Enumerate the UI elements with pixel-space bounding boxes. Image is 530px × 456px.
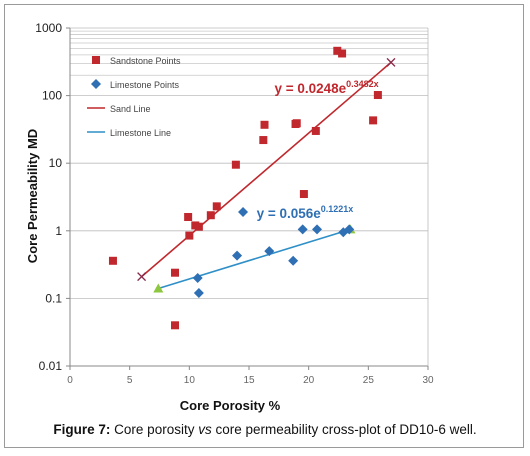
line-end-marker xyxy=(153,283,164,293)
y-tick-label: 1 xyxy=(55,224,62,238)
x-tick-label: 20 xyxy=(303,375,315,386)
legend-label: Sandstone Points xyxy=(110,56,181,66)
sandstone-point xyxy=(311,126,320,135)
tick-labels: 0.01 0.1 1 10 100 1000 0 5 10 15 20 25 30 xyxy=(35,21,434,386)
limestone-point xyxy=(312,224,323,235)
sandstone-point xyxy=(373,91,382,100)
legend: Sandstone Points Limestone Points Sand Lin… xyxy=(87,56,181,138)
y-tick-label: 1000 xyxy=(35,21,62,35)
caption-label: Figure 7: xyxy=(53,422,111,437)
figure-frame xyxy=(4,4,524,448)
limestone-point xyxy=(238,206,249,217)
line-end-marker xyxy=(386,57,396,67)
y-tick-label: 0.1 xyxy=(45,291,62,305)
equation-label: y = 0.056e0.1221x xyxy=(257,204,354,221)
equation-label: y = 0.0248e0.3482x xyxy=(274,79,378,96)
sandstone-point xyxy=(299,190,308,199)
trend-line xyxy=(158,228,351,290)
limestone-point xyxy=(288,255,299,266)
caption-text-italic: vs xyxy=(198,422,212,437)
sandstone-point xyxy=(206,211,215,220)
limestone-point xyxy=(193,288,204,299)
legend-sandstone-marker xyxy=(92,56,100,64)
sandstone-point xyxy=(231,160,240,169)
limestone-point xyxy=(232,250,243,261)
equation-exponent: 0.3482x xyxy=(346,79,379,89)
limestone-point xyxy=(297,224,308,235)
figure-caption: Figure 7: Core porosity vs core permeabi… xyxy=(0,422,530,437)
sandstone-point xyxy=(260,120,269,129)
limestone-point xyxy=(264,246,275,257)
y-tick-label: 0.01 xyxy=(39,359,63,373)
equation-annotations: y = 0.0248e0.3482x y = 0.056e0.1221x xyxy=(257,79,379,221)
sandstone-point xyxy=(171,321,180,330)
legend-limestone-marker xyxy=(91,79,101,89)
axes xyxy=(66,27,429,370)
trend-line xyxy=(141,61,392,278)
x-tick-label: 30 xyxy=(422,375,434,386)
y-axis-label: Core Permeability MD xyxy=(25,129,40,263)
scatter-chart: 0.01 0.1 1 10 100 1000 0 5 10 15 20 25 30 y = 0.0248… xyxy=(25,21,434,413)
x-axis-label: Core Porosity % xyxy=(180,398,281,413)
legend-label: Sand Line xyxy=(110,104,151,114)
data-points xyxy=(108,46,382,330)
legend-label: Limestone Line xyxy=(110,128,171,138)
trend-lines xyxy=(137,57,396,293)
sandstone-point xyxy=(292,119,301,128)
sandstone-point xyxy=(108,256,117,265)
caption-text-after: core permeability cross-plot of DD10-6 w… xyxy=(215,422,477,437)
x-tick-label: 10 xyxy=(184,375,196,386)
sandstone-point xyxy=(185,231,194,240)
equation-exponent: 0.1221x xyxy=(321,204,354,214)
sandstone-point xyxy=(259,136,268,145)
sandstone-point xyxy=(184,213,193,222)
y-tick-label: 100 xyxy=(42,89,62,103)
legend-label: Limestone Points xyxy=(110,80,180,90)
x-tick-label: 15 xyxy=(243,375,255,386)
line-end-marker xyxy=(137,272,147,282)
x-tick-label: 25 xyxy=(363,375,375,386)
sandstone-point xyxy=(212,202,221,211)
y-tick-label: 10 xyxy=(49,156,63,170)
sandstone-point xyxy=(171,268,180,277)
caption-text-before: Core porosity xyxy=(114,422,195,437)
sandstone-point xyxy=(333,46,342,55)
sandstone-point xyxy=(369,116,378,125)
sandstone-point xyxy=(194,222,203,231)
limestone-point xyxy=(192,273,203,284)
x-tick-label: 5 xyxy=(127,375,133,386)
x-tick-label: 0 xyxy=(67,375,73,386)
limestone-point xyxy=(344,224,355,235)
sandstone-point xyxy=(338,49,347,58)
